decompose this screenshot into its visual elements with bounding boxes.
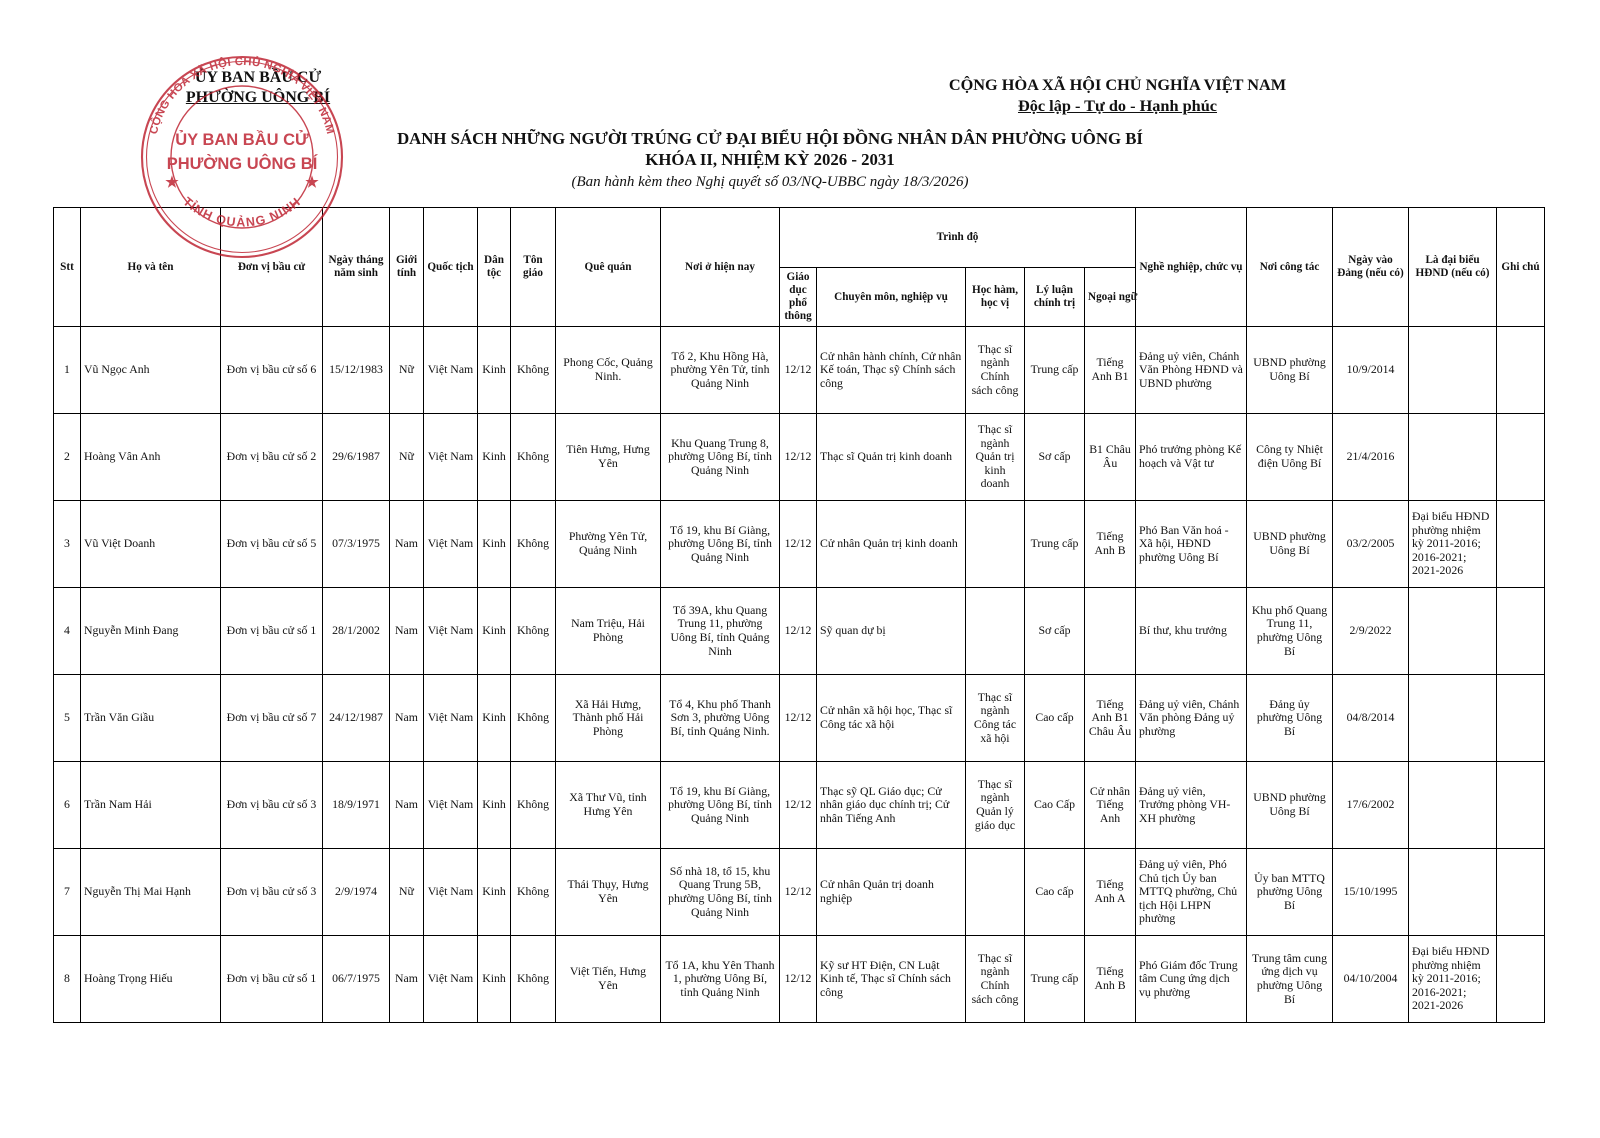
- svg-text:PHƯỜNG UÔNG BÍ: PHƯỜNG UÔNG BÍ: [167, 154, 318, 173]
- svg-text:CỘNG HÒA XÃ HỘI CHỦ NGHĨA VIỆT: CỘNG HÒA XÃ HỘI CHỦ NGHĨA VIỆT NAM: [148, 56, 336, 136]
- svg-text:★: ★: [165, 174, 179, 191]
- svg-text:★: ★: [305, 174, 319, 191]
- svg-text:TỈNH QUẢNG NINH: TỈNH QUẢNG NINH: [180, 195, 303, 230]
- svg-text:ỦY BAN BẦU CỬ: ỦY BAN BẦU CỬ: [175, 130, 309, 149]
